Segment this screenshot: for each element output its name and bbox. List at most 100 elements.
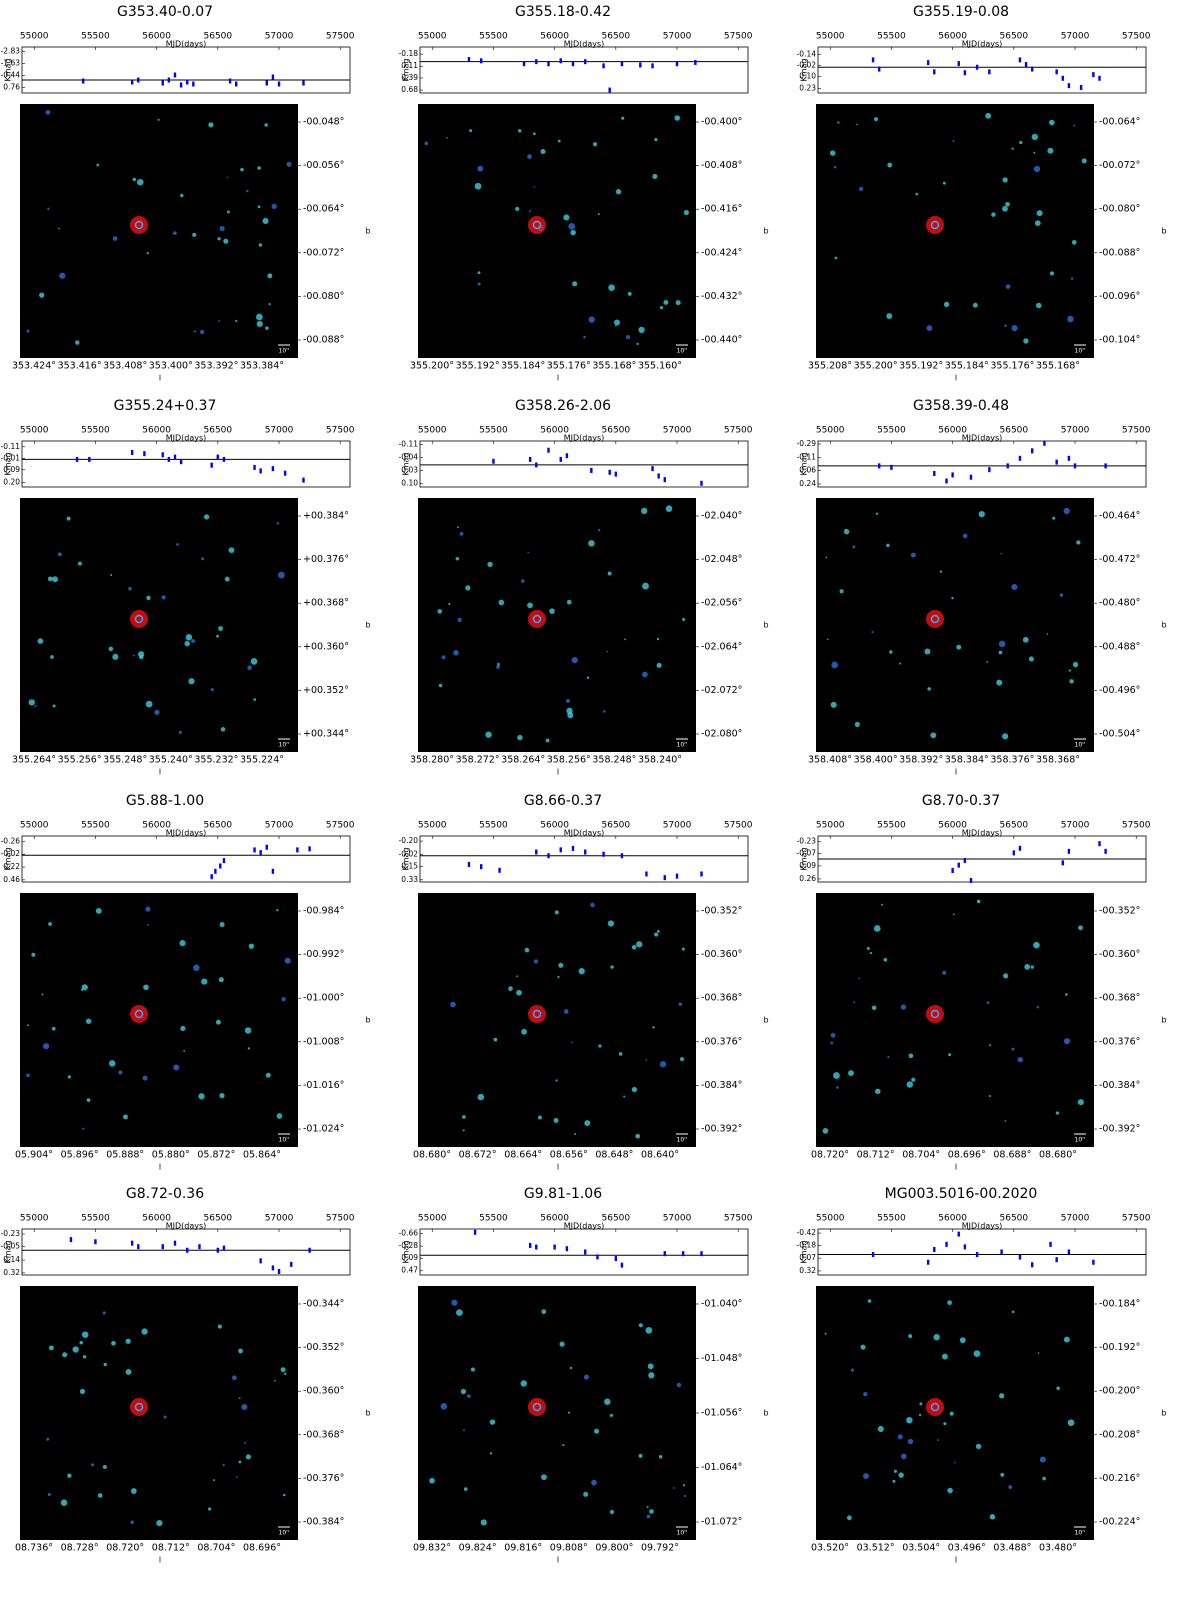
y-tick-label: 0.11 [401, 61, 418, 70]
lon-tick-label: 03.488° [993, 1543, 1031, 1554]
lat-tick-label: -00.504° [1099, 729, 1140, 740]
star [942, 970, 947, 975]
lat-tick-label: -00.400° [701, 117, 742, 128]
y-tick-label: -0.18 [797, 1240, 817, 1249]
source-glow [130, 610, 148, 628]
star [1055, 1111, 1060, 1115]
data-point [130, 450, 134, 455]
source-marker [134, 220, 144, 230]
sky-image [418, 498, 696, 752]
data-point [1061, 860, 1064, 866]
y-tick-label: 0.15 [401, 862, 418, 871]
lon-tick-label: 08.720° [106, 1543, 144, 1554]
star [1069, 679, 1074, 684]
lat-tick-label: -00.088° [303, 335, 344, 346]
data-point [584, 59, 587, 65]
star [198, 1093, 205, 1100]
data-point [988, 467, 991, 473]
y-tick-label: -0.26 [1, 836, 21, 845]
lon-tick-label: 03.504° [902, 1543, 940, 1554]
star [146, 595, 151, 601]
lon-tick-label: 353.424° [12, 361, 56, 372]
star [213, 1479, 216, 1482]
star [991, 212, 996, 217]
star [217, 237, 221, 241]
data-point [1067, 83, 1071, 89]
star [659, 1061, 667, 1068]
b-axis-label: b [763, 227, 768, 236]
lon-tick-label: 355.224° [240, 755, 284, 766]
data-point [259, 468, 262, 474]
x-tick-label: 55000 [20, 1214, 49, 1224]
star [681, 947, 685, 951]
star [51, 1026, 56, 1031]
lat-tick-label: -00.080° [303, 291, 344, 302]
lon-tick-label: 05.888° [106, 1150, 144, 1161]
data-point [945, 478, 948, 484]
l-axis-label: l [955, 768, 957, 777]
source-marker [134, 1402, 144, 1412]
x-tick-label: 56000 [938, 32, 967, 42]
star [429, 1477, 435, 1484]
star [830, 701, 837, 708]
data-point [479, 58, 483, 64]
lat-tick-label: -00.384° [1099, 1080, 1140, 1091]
panel-title: G355.19-0.08 [913, 4, 1009, 20]
lat-tick-label: -01.064° [701, 1462, 742, 1473]
star [1031, 133, 1039, 141]
star [663, 299, 669, 305]
star [586, 676, 590, 679]
data-point [933, 69, 936, 75]
star [66, 516, 71, 521]
source-marker [532, 614, 542, 624]
panel: G355.19-0.08 55000 55500 56000 56500 57000 575… [797, 4, 1167, 383]
lat-tick-label: -00.096° [1099, 291, 1140, 302]
data-point [1104, 463, 1107, 469]
lat-tick-label: -02.064° [701, 641, 742, 652]
star [1002, 177, 1008, 183]
star [675, 300, 681, 306]
source-glow [130, 1398, 148, 1416]
star [645, 1326, 653, 1334]
star [609, 1509, 615, 1515]
star [638, 1453, 643, 1458]
sky-image [418, 1286, 696, 1540]
star [274, 1379, 276, 1382]
star [489, 1452, 493, 1455]
lon-tick-label: 03.480° [1039, 1543, 1077, 1554]
star [926, 325, 933, 332]
data-point [559, 456, 562, 462]
star [188, 678, 195, 685]
y-tick-label: -0.01 [1, 453, 21, 462]
data-point [596, 1254, 599, 1260]
star [441, 655, 446, 660]
data-point [137, 77, 140, 83]
x-tick-label: 57000 [265, 1214, 294, 1224]
lon-tick-label: 08.688° [993, 1150, 1031, 1161]
lat-tick-label: -00.368° [701, 993, 742, 1004]
star [28, 699, 35, 706]
data-point [871, 57, 875, 63]
data-point [565, 1246, 569, 1252]
star [133, 654, 135, 657]
star [557, 139, 561, 143]
data-point [890, 464, 893, 470]
star [962, 533, 968, 539]
y-axis-label: Kmag [800, 1240, 809, 1263]
star [567, 1411, 571, 1414]
lon-tick-label: 03.520° [811, 1543, 849, 1554]
sky-image [418, 893, 696, 1147]
y-axis-label: Kmag [800, 452, 809, 475]
star [438, 683, 443, 688]
star [43, 1043, 50, 1050]
light-curve-frame [817, 1228, 1147, 1276]
data-point [553, 1244, 556, 1250]
star [516, 975, 519, 978]
star [1078, 925, 1083, 931]
star [833, 1072, 840, 1079]
data-point [584, 849, 587, 855]
data-point [271, 466, 275, 472]
y-tick-label: 0.68 [401, 85, 418, 94]
l-axis-label: l [557, 1556, 559, 1565]
star [642, 671, 648, 678]
